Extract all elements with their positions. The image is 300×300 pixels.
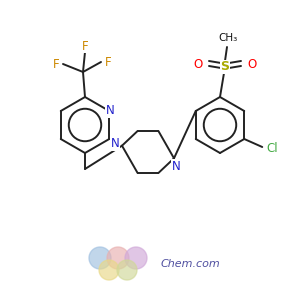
Circle shape [125, 247, 147, 269]
Text: O: O [248, 58, 256, 70]
Text: O: O [194, 58, 202, 70]
Circle shape [117, 260, 137, 280]
Text: N: N [106, 104, 115, 118]
Circle shape [99, 260, 119, 280]
Text: S: S [220, 61, 230, 74]
Text: N: N [172, 160, 180, 173]
Text: F: F [53, 58, 59, 70]
Text: Cl: Cl [266, 142, 278, 154]
Circle shape [107, 247, 129, 269]
Text: Chem.com: Chem.com [160, 259, 220, 269]
Text: CH₃: CH₃ [218, 33, 238, 43]
Text: N: N [111, 137, 119, 150]
Circle shape [89, 247, 111, 269]
Text: F: F [105, 56, 111, 68]
Text: F: F [82, 40, 88, 52]
